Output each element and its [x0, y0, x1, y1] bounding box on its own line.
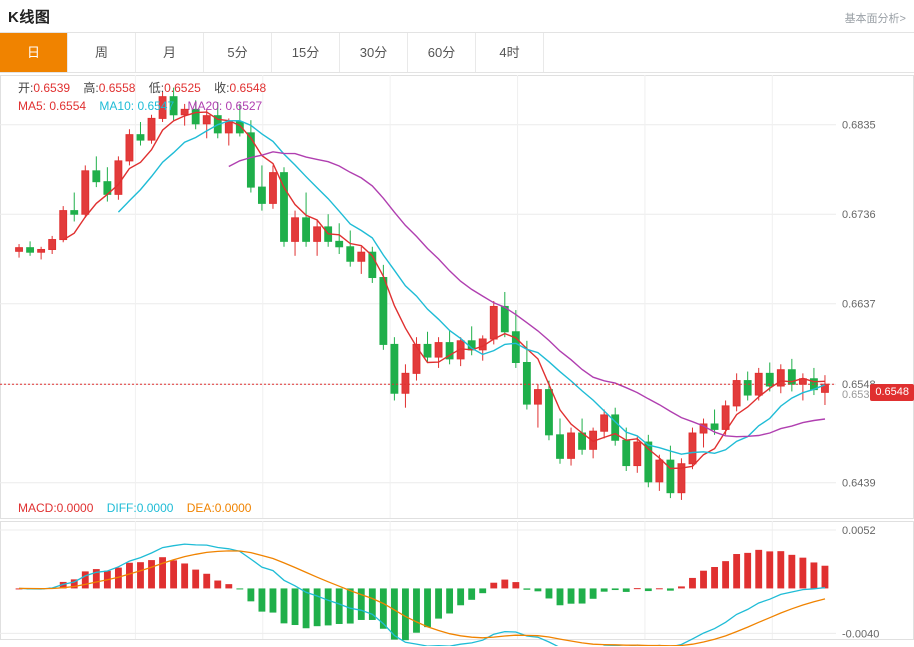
tab-4hour[interactable]: 4时	[476, 33, 544, 72]
tab-30min[interactable]: 30分	[340, 33, 408, 72]
svg-text:0.6439: 0.6439	[842, 478, 876, 490]
tab-60min[interactable]: 60分	[408, 33, 476, 72]
page-header: K线图 基本面分析>	[0, 0, 914, 33]
svg-text:0.6548: 0.6548	[842, 379, 876, 391]
svg-text:0.0052: 0.0052	[842, 525, 876, 537]
svg-text:0.6835: 0.6835	[842, 120, 876, 132]
current-price-tag: 0.6548	[870, 384, 914, 401]
svg-text:0.6538: 0.6538	[842, 389, 876, 401]
tab-month[interactable]: 月	[136, 33, 204, 72]
tab-5min[interactable]: 5分	[204, 33, 272, 72]
svg-text:-0.0040: -0.0040	[842, 628, 879, 640]
period-tabs: 日 周 月 5分 15分 30分 60分 4时	[0, 33, 914, 73]
chart-area[interactable]: 0.6835 0.6736 0.6637 0.6548 0.6439 0.6538 0.00…	[0, 73, 914, 646]
fundamental-analysis-link[interactable]: 基本面分析>	[844, 13, 906, 25]
svg-text:0.6637: 0.6637	[842, 299, 876, 311]
tabs-filler	[544, 33, 914, 72]
page-title: K线图	[8, 9, 51, 26]
tab-day[interactable]: 日	[0, 33, 68, 72]
tab-week[interactable]: 周	[68, 33, 136, 72]
kline-chart-svg[interactable]: 0.6835 0.6736 0.6637 0.6548 0.6439 0.6538 0.00…	[0, 73, 914, 646]
svg-text:0.6736: 0.6736	[842, 209, 876, 221]
tab-15min[interactable]: 15分	[272, 33, 340, 72]
